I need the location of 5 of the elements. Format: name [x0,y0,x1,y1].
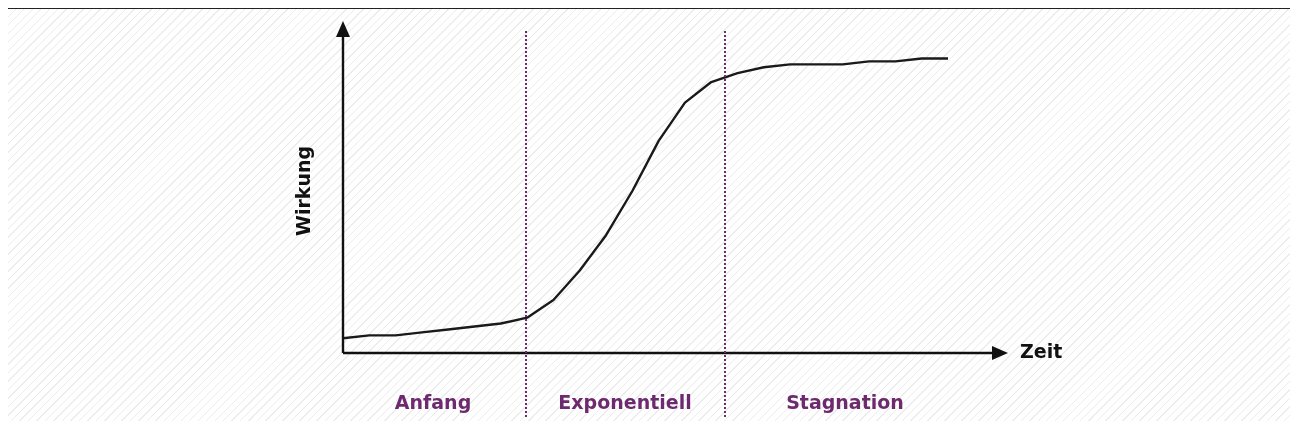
x-axis-title: Zeit [1020,339,1063,362]
y-axis-title: Wirkung [291,145,314,237]
text: Stagnation [786,390,904,413]
text: Exponentiell [558,390,692,413]
text: Anfang [394,390,472,413]
